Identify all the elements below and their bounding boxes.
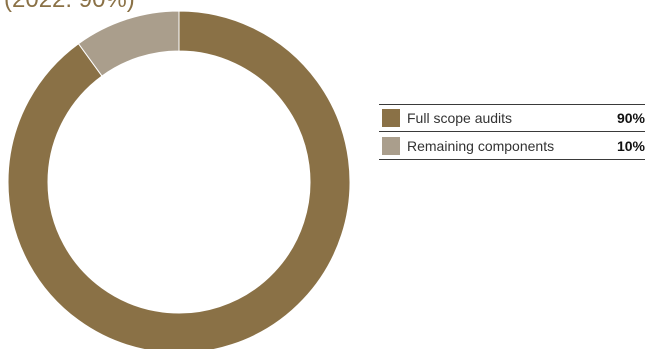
legend-label: Full scope audits bbox=[407, 110, 513, 126]
chart-title-fragment: (2022: 90%) bbox=[4, 0, 135, 14]
legend-value: 90% bbox=[616, 110, 645, 126]
donut-slice-remaining-components bbox=[77, 10, 180, 77]
legend-item-full-scope-audits: Full scope audits 90% bbox=[379, 104, 645, 132]
legend-label: Remaining components bbox=[407, 137, 555, 154]
legend-swatch-full-scope-audits bbox=[382, 109, 400, 127]
legend-swatch-remaining-components bbox=[382, 136, 400, 155]
legend-item-remaining-components: Remaining components 10% bbox=[379, 132, 645, 160]
donut-slice-full-scope-audits bbox=[7, 10, 351, 349]
donut-chart bbox=[7, 10, 351, 349]
legend: Full scope audits 90% Remaining componen… bbox=[379, 104, 645, 160]
legend-value: 10% bbox=[616, 137, 645, 154]
